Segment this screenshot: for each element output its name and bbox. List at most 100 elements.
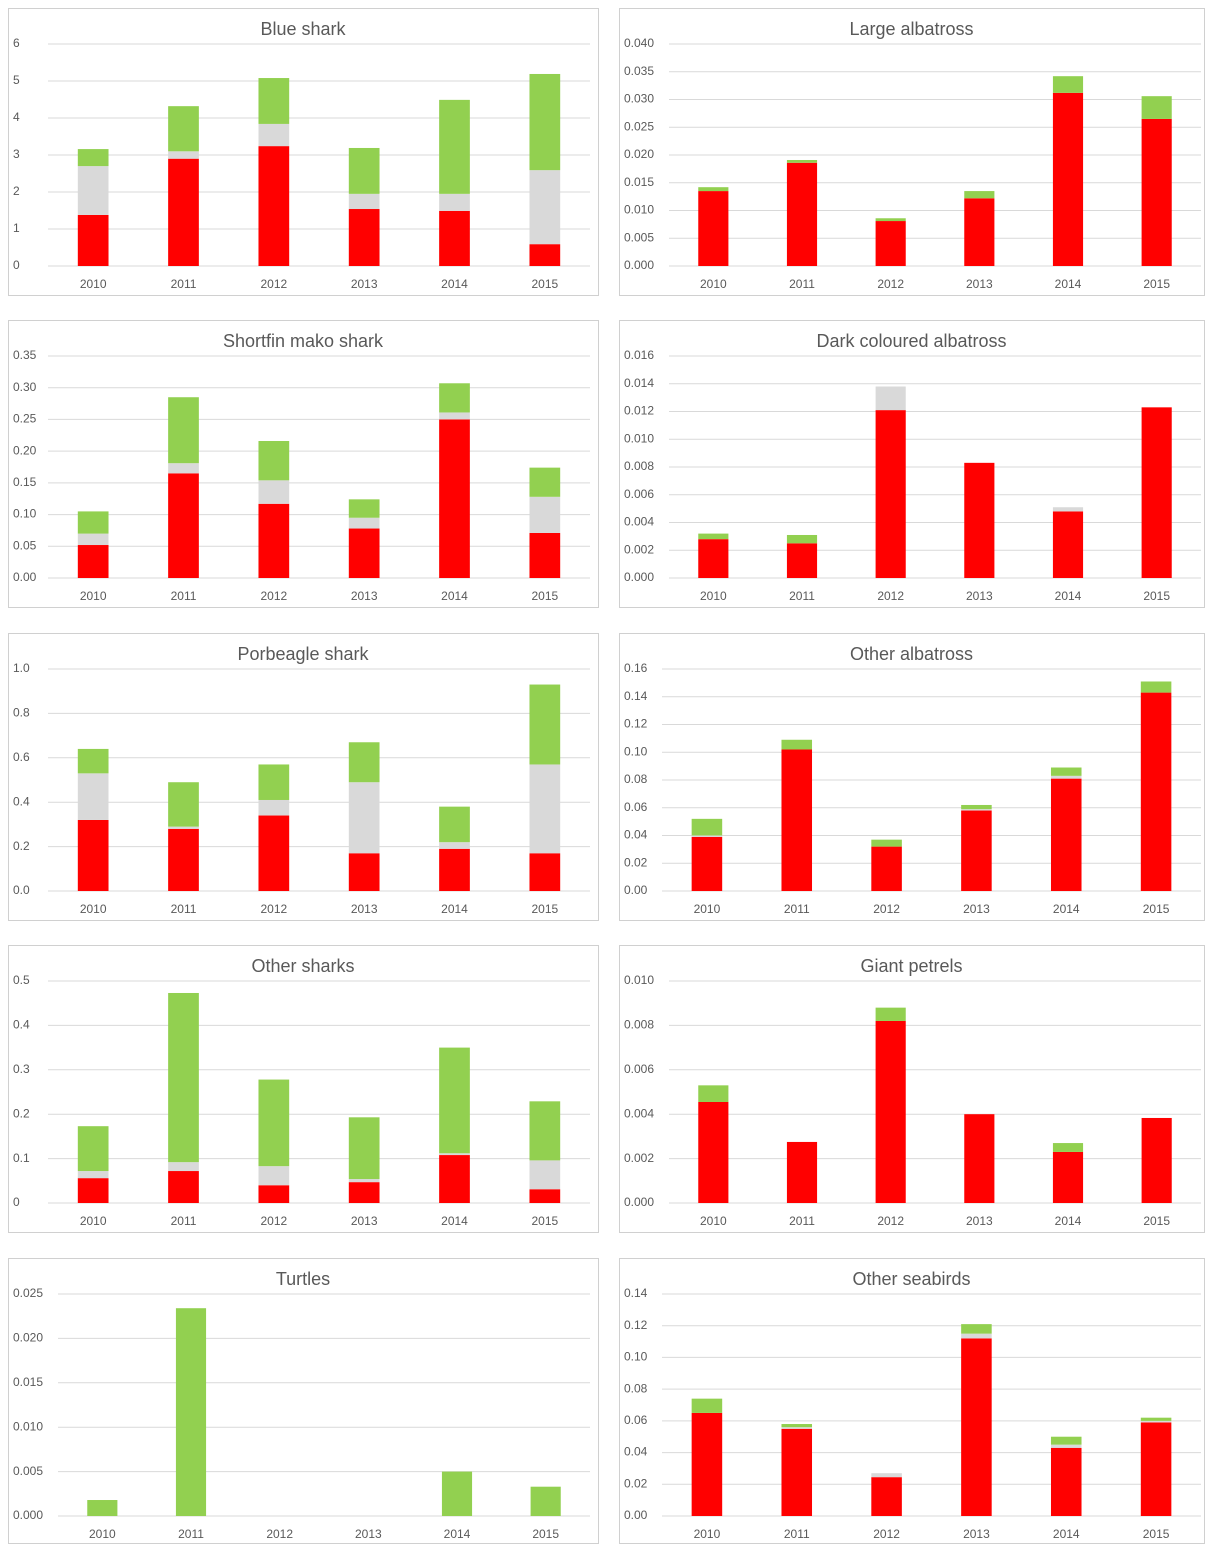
y-tick-label: 0.15 <box>13 475 37 489</box>
x-tick-label: 2010 <box>700 1214 727 1228</box>
bar-segment <box>348 1179 380 1183</box>
x-tick-label: 2014 <box>441 277 468 291</box>
bar-segment <box>529 532 561 578</box>
bar-segment <box>781 1428 813 1516</box>
bar-segment <box>698 1085 729 1102</box>
bar-segment <box>348 528 380 578</box>
x-tick-label: 2015 <box>531 902 558 916</box>
x-tick-label: 2010 <box>89 1527 116 1541</box>
y-tick-label: 0.10 <box>624 744 648 758</box>
chart-title: Other albatross <box>850 644 973 664</box>
y-tick-label: 0.35 <box>13 348 37 362</box>
bar-segment <box>964 191 995 199</box>
bar-segment <box>168 158 199 266</box>
x-tick-label: 2014 <box>1053 902 1080 916</box>
bar-segment <box>1050 1444 1082 1448</box>
x-tick-label: 2010 <box>80 277 107 291</box>
x-tick-label: 2015 <box>1143 1214 1170 1228</box>
y-tick-label: 1.0 <box>13 661 30 675</box>
y-tick-label: 0.014 <box>624 376 654 390</box>
x-tick-label: 2010 <box>80 902 107 916</box>
x-tick-label: 2013 <box>351 1214 378 1228</box>
bar-segment <box>786 159 818 163</box>
bar-segment <box>168 106 199 152</box>
bar-segment <box>348 1117 380 1180</box>
x-tick-label: 2011 <box>784 1527 810 1541</box>
bar-segment <box>77 748 109 774</box>
bar-segment <box>77 773 109 820</box>
bar-segment <box>258 764 290 800</box>
bar-segment <box>691 1398 723 1413</box>
x-tick-label: 2010 <box>700 589 727 603</box>
bar-segment <box>529 496 561 533</box>
bar-segment <box>875 221 906 266</box>
bar-segment <box>1140 681 1172 693</box>
y-tick-label: 0.5 <box>13 973 30 987</box>
bar-segment <box>875 1007 906 1021</box>
y-tick-label: 0.02 <box>624 1476 648 1490</box>
x-tick-label: 2013 <box>351 589 378 603</box>
y-tick-label: 0.016 <box>624 348 654 362</box>
x-tick-label: 2012 <box>877 277 904 291</box>
y-tick-label: 0.08 <box>624 1381 648 1395</box>
bar-segment <box>258 799 290 816</box>
bar-segment <box>348 517 380 529</box>
bar-segment <box>529 1189 561 1203</box>
bar-segment <box>529 684 561 765</box>
bar-segment <box>698 539 729 578</box>
chart-title: Turtles <box>276 1269 330 1289</box>
x-tick-label: 2011 <box>178 1527 204 1541</box>
bar-segment <box>258 78 290 124</box>
y-tick-label: 0.010 <box>624 431 654 445</box>
y-tick-label: 0.06 <box>624 800 648 814</box>
bar-segment <box>168 828 199 891</box>
x-tick-label: 2011 <box>171 902 197 916</box>
y-tick-label: 0.006 <box>624 1062 654 1076</box>
bar-segment <box>258 1185 290 1203</box>
x-tick-label: 2014 <box>441 902 468 916</box>
bar-segment <box>871 846 902 891</box>
x-tick-label: 2015 <box>532 1527 559 1541</box>
y-tick-label: 0.4 <box>13 1018 30 1032</box>
bar-segment <box>77 511 109 534</box>
bar-segment <box>168 397 199 464</box>
bar-segment <box>1052 1151 1084 1203</box>
bar-segment <box>1140 1417 1172 1421</box>
bar-segment <box>961 810 992 891</box>
bar-segment <box>439 412 470 420</box>
x-tick-label: 2010 <box>700 277 727 291</box>
bar-segment <box>698 533 729 540</box>
y-tick-label: 0.00 <box>624 1508 648 1522</box>
y-tick-label: 0.000 <box>624 258 654 272</box>
bar-segment <box>168 826 199 829</box>
bar-segment <box>786 1141 818 1203</box>
x-tick-label: 2013 <box>966 277 993 291</box>
y-tick-label: 6 <box>13 36 20 50</box>
chart-title: Large albatross <box>849 19 973 39</box>
bar-segment <box>691 835 723 837</box>
bar-segment <box>77 1126 109 1172</box>
y-tick-label: 0.000 <box>624 1195 654 1209</box>
bar-segment <box>530 1486 561 1516</box>
bar-segment <box>529 1101 561 1161</box>
bar-segment <box>1140 692 1172 891</box>
y-tick-label: 0 <box>13 258 20 272</box>
bar-segment <box>77 545 109 578</box>
chart-title: Blue shark <box>260 19 346 39</box>
x-tick-label: 2014 <box>441 589 468 603</box>
bar-segment <box>258 1166 290 1186</box>
x-tick-label: 2014 <box>1055 277 1082 291</box>
x-tick-label: 2012 <box>873 902 900 916</box>
bar-segment <box>871 839 902 847</box>
bar-segment <box>1140 1420 1172 1423</box>
panel <box>8 1258 599 1544</box>
y-tick-label: 0.005 <box>13 1464 43 1478</box>
y-tick-label: 0.002 <box>624 542 654 556</box>
y-tick-label: 0.000 <box>13 1508 43 1522</box>
x-tick-label: 2011 <box>171 589 197 603</box>
bar-segment <box>529 170 561 245</box>
bar-segment <box>175 1308 207 1516</box>
bar-segment <box>258 440 290 481</box>
bar-segment <box>439 193 470 211</box>
y-tick-label: 0.06 <box>624 1413 648 1427</box>
